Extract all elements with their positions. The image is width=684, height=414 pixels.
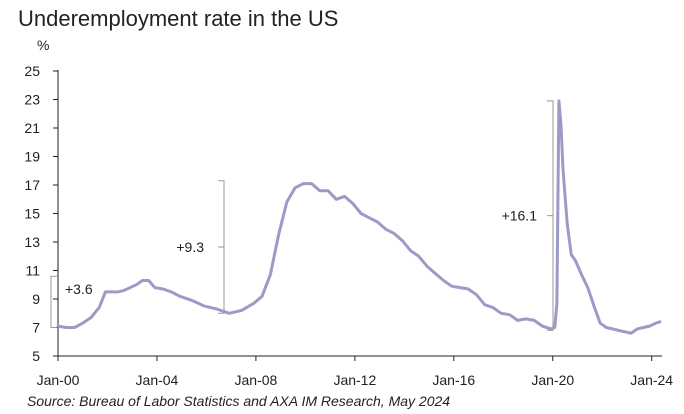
- y-tick-label: 5: [32, 348, 40, 364]
- y-tick-label: 9: [32, 291, 40, 307]
- y-tick-label: 13: [24, 234, 40, 250]
- annotation-label: +16.1: [502, 208, 538, 224]
- x-tick-label: Jan-16: [432, 372, 475, 388]
- y-tick-label: 17: [24, 177, 40, 193]
- chart-title: Underemployment rate in the US: [18, 6, 339, 31]
- y-tick-label: 15: [24, 206, 40, 222]
- annotation-bracket: [50, 275, 57, 328]
- x-tick-label: Jan-24: [630, 372, 673, 388]
- x-tick-label: Jan-20: [531, 372, 574, 388]
- y-axis-unit: %: [37, 37, 49, 53]
- x-tick-label: Jan-08: [234, 372, 277, 388]
- axes: 5 7 9 11 13 15 17 19 21 23 25 Jan-00 Jan-04 Jan-08 Jan…: [24, 63, 673, 388]
- y-tick-label: 21: [24, 120, 40, 136]
- y-tick-label: 23: [24, 92, 40, 108]
- series-group: [56, 99, 662, 335]
- y-tick-label: 7: [32, 320, 40, 336]
- y-tick-label: 19: [24, 149, 40, 165]
- y-tick-label: 11: [25, 263, 40, 279]
- source-note: Source: Bureau of Labor Statistics and A…: [27, 393, 451, 409]
- x-tick-label: Jan-00: [37, 372, 80, 388]
- series-line: [56, 99, 662, 335]
- x-tick-label: Jan-12: [333, 372, 376, 388]
- annotation-label: +9.3: [176, 239, 204, 255]
- y-tick-label: 25: [24, 63, 40, 79]
- x-tick-label: Jan-04: [136, 372, 179, 388]
- annotation-label: +3.6: [65, 281, 93, 297]
- annotation-brackets: +3.6 +9.3 +16.1: [50, 100, 554, 331]
